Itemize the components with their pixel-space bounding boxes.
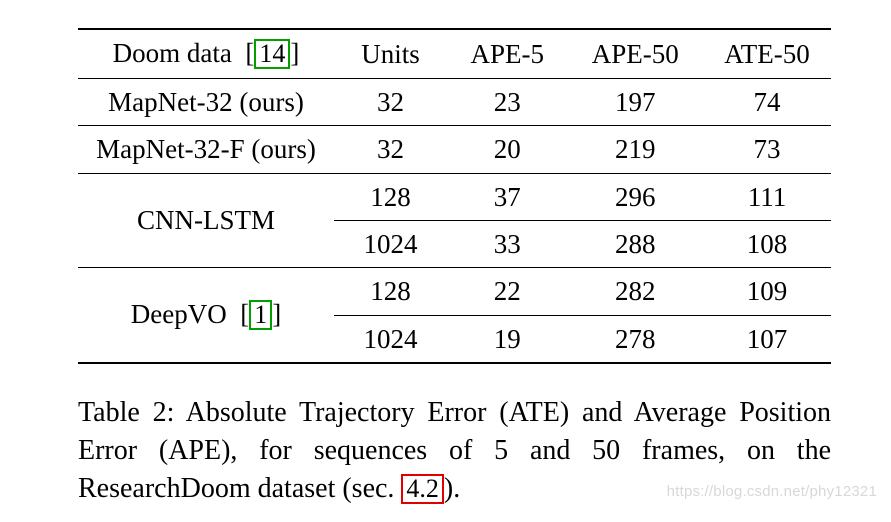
cell-method-group: CNN-LSTM bbox=[78, 173, 334, 268]
col-header-ape50: APE-50 bbox=[567, 29, 703, 79]
cell-units: 128 bbox=[334, 173, 447, 220]
cell-ape50: 282 bbox=[567, 268, 703, 315]
page-root: Doom data [14] Units APE-5 APE-50 ATE-50… bbox=[0, 0, 891, 522]
cell-units: 32 bbox=[334, 79, 447, 126]
table-row: MapNet-32-F (ours) 32 20 219 73 bbox=[78, 126, 831, 173]
cell-ape5: 19 bbox=[447, 315, 567, 363]
col-header-ate50: ATE-50 bbox=[703, 29, 831, 79]
cell-ape50: 296 bbox=[567, 173, 703, 220]
cell-ate50: 108 bbox=[703, 221, 831, 268]
table-row: MapNet-32 (ours) 32 23 197 74 bbox=[78, 79, 831, 126]
caption-label: Table 2: bbox=[78, 397, 174, 428]
cell-method-group: DeepVO [1] bbox=[78, 268, 334, 363]
cell-units: 128 bbox=[334, 268, 447, 315]
cell-ate50: 73 bbox=[703, 126, 831, 173]
watermark-text: https://blog.csdn.net/phy12321 bbox=[667, 483, 877, 500]
cell-units: 32 bbox=[334, 126, 447, 173]
cell-method: MapNet-32 (ours) bbox=[78, 79, 334, 126]
cell-ape5: 20 bbox=[447, 126, 567, 173]
cell-ape5: 23 bbox=[447, 79, 567, 126]
cell-ape5: 37 bbox=[447, 173, 567, 220]
cell-units: 1024 bbox=[334, 315, 447, 363]
col-header-units: Units bbox=[334, 29, 447, 79]
cell-ape50: 197 bbox=[567, 79, 703, 126]
header-method-text: Doom data bbox=[113, 38, 232, 68]
table-header-row: Doom data [14] Units APE-5 APE-50 ATE-50 bbox=[78, 29, 831, 79]
cell-ape50: 288 bbox=[567, 221, 703, 268]
cell-ate50: 74 bbox=[703, 79, 831, 126]
col-header-method: Doom data [14] bbox=[78, 29, 334, 79]
cell-ape50: 219 bbox=[567, 126, 703, 173]
cell-ape50: 278 bbox=[567, 315, 703, 363]
cell-ape5: 22 bbox=[447, 268, 567, 315]
table-row: CNN-LSTM 128 37 296 111 bbox=[78, 173, 831, 220]
cell-ape5: 33 bbox=[447, 221, 567, 268]
section-ref-box[interactable]: 4.2 bbox=[401, 474, 444, 504]
col-header-ape5: APE-5 bbox=[447, 29, 567, 79]
cell-units: 1024 bbox=[334, 221, 447, 268]
results-table: Doom data [14] Units APE-5 APE-50 ATE-50… bbox=[78, 28, 831, 364]
cell-ate50: 109 bbox=[703, 268, 831, 315]
cite-box-green-1[interactable]: 1 bbox=[249, 300, 272, 330]
cite-box-green-14[interactable]: 14 bbox=[254, 39, 290, 69]
cell-ate50: 111 bbox=[703, 173, 831, 220]
caption-text-after: ). bbox=[444, 473, 460, 504]
method-group-text: DeepVO bbox=[131, 299, 227, 329]
table-row: DeepVO [1] 128 22 282 109 bbox=[78, 268, 831, 315]
cell-method: MapNet-32-F (ours) bbox=[78, 126, 334, 173]
cell-ate50: 107 bbox=[703, 315, 831, 363]
